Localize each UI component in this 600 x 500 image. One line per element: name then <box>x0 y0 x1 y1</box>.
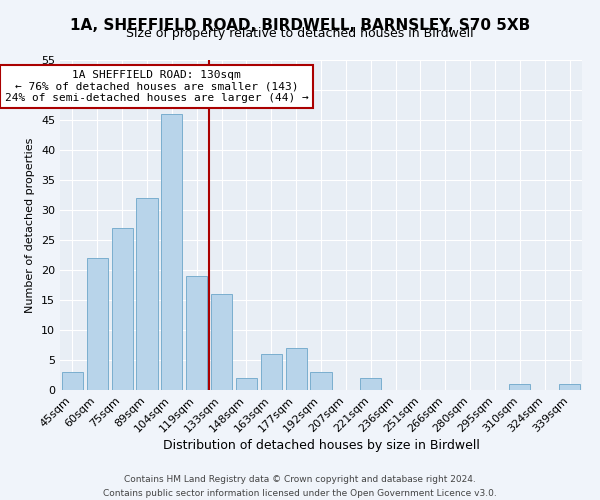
Y-axis label: Number of detached properties: Number of detached properties <box>25 138 35 312</box>
Text: 1A SHEFFIELD ROAD: 130sqm
← 76% of detached houses are smaller (143)
24% of semi: 1A SHEFFIELD ROAD: 130sqm ← 76% of detac… <box>5 70 308 103</box>
Bar <box>87 258 108 390</box>
Text: 1A, SHEFFIELD ROAD, BIRDWELL, BARNSLEY, S70 5XB: 1A, SHEFFIELD ROAD, BIRDWELL, BARNSLEY, … <box>70 18 530 32</box>
Bar <box>286 348 307 390</box>
Bar <box>509 384 530 390</box>
Bar <box>310 372 332 390</box>
Bar <box>236 378 257 390</box>
Bar <box>261 354 282 390</box>
Bar <box>186 276 207 390</box>
Bar <box>559 384 580 390</box>
Bar <box>360 378 381 390</box>
Bar <box>112 228 133 390</box>
X-axis label: Distribution of detached houses by size in Birdwell: Distribution of detached houses by size … <box>163 440 479 452</box>
Bar <box>211 294 232 390</box>
Bar <box>62 372 83 390</box>
Text: Contains HM Land Registry data © Crown copyright and database right 2024.
Contai: Contains HM Land Registry data © Crown c… <box>103 476 497 498</box>
Bar <box>161 114 182 390</box>
Bar <box>136 198 158 390</box>
Text: Size of property relative to detached houses in Birdwell: Size of property relative to detached ho… <box>126 28 474 40</box>
